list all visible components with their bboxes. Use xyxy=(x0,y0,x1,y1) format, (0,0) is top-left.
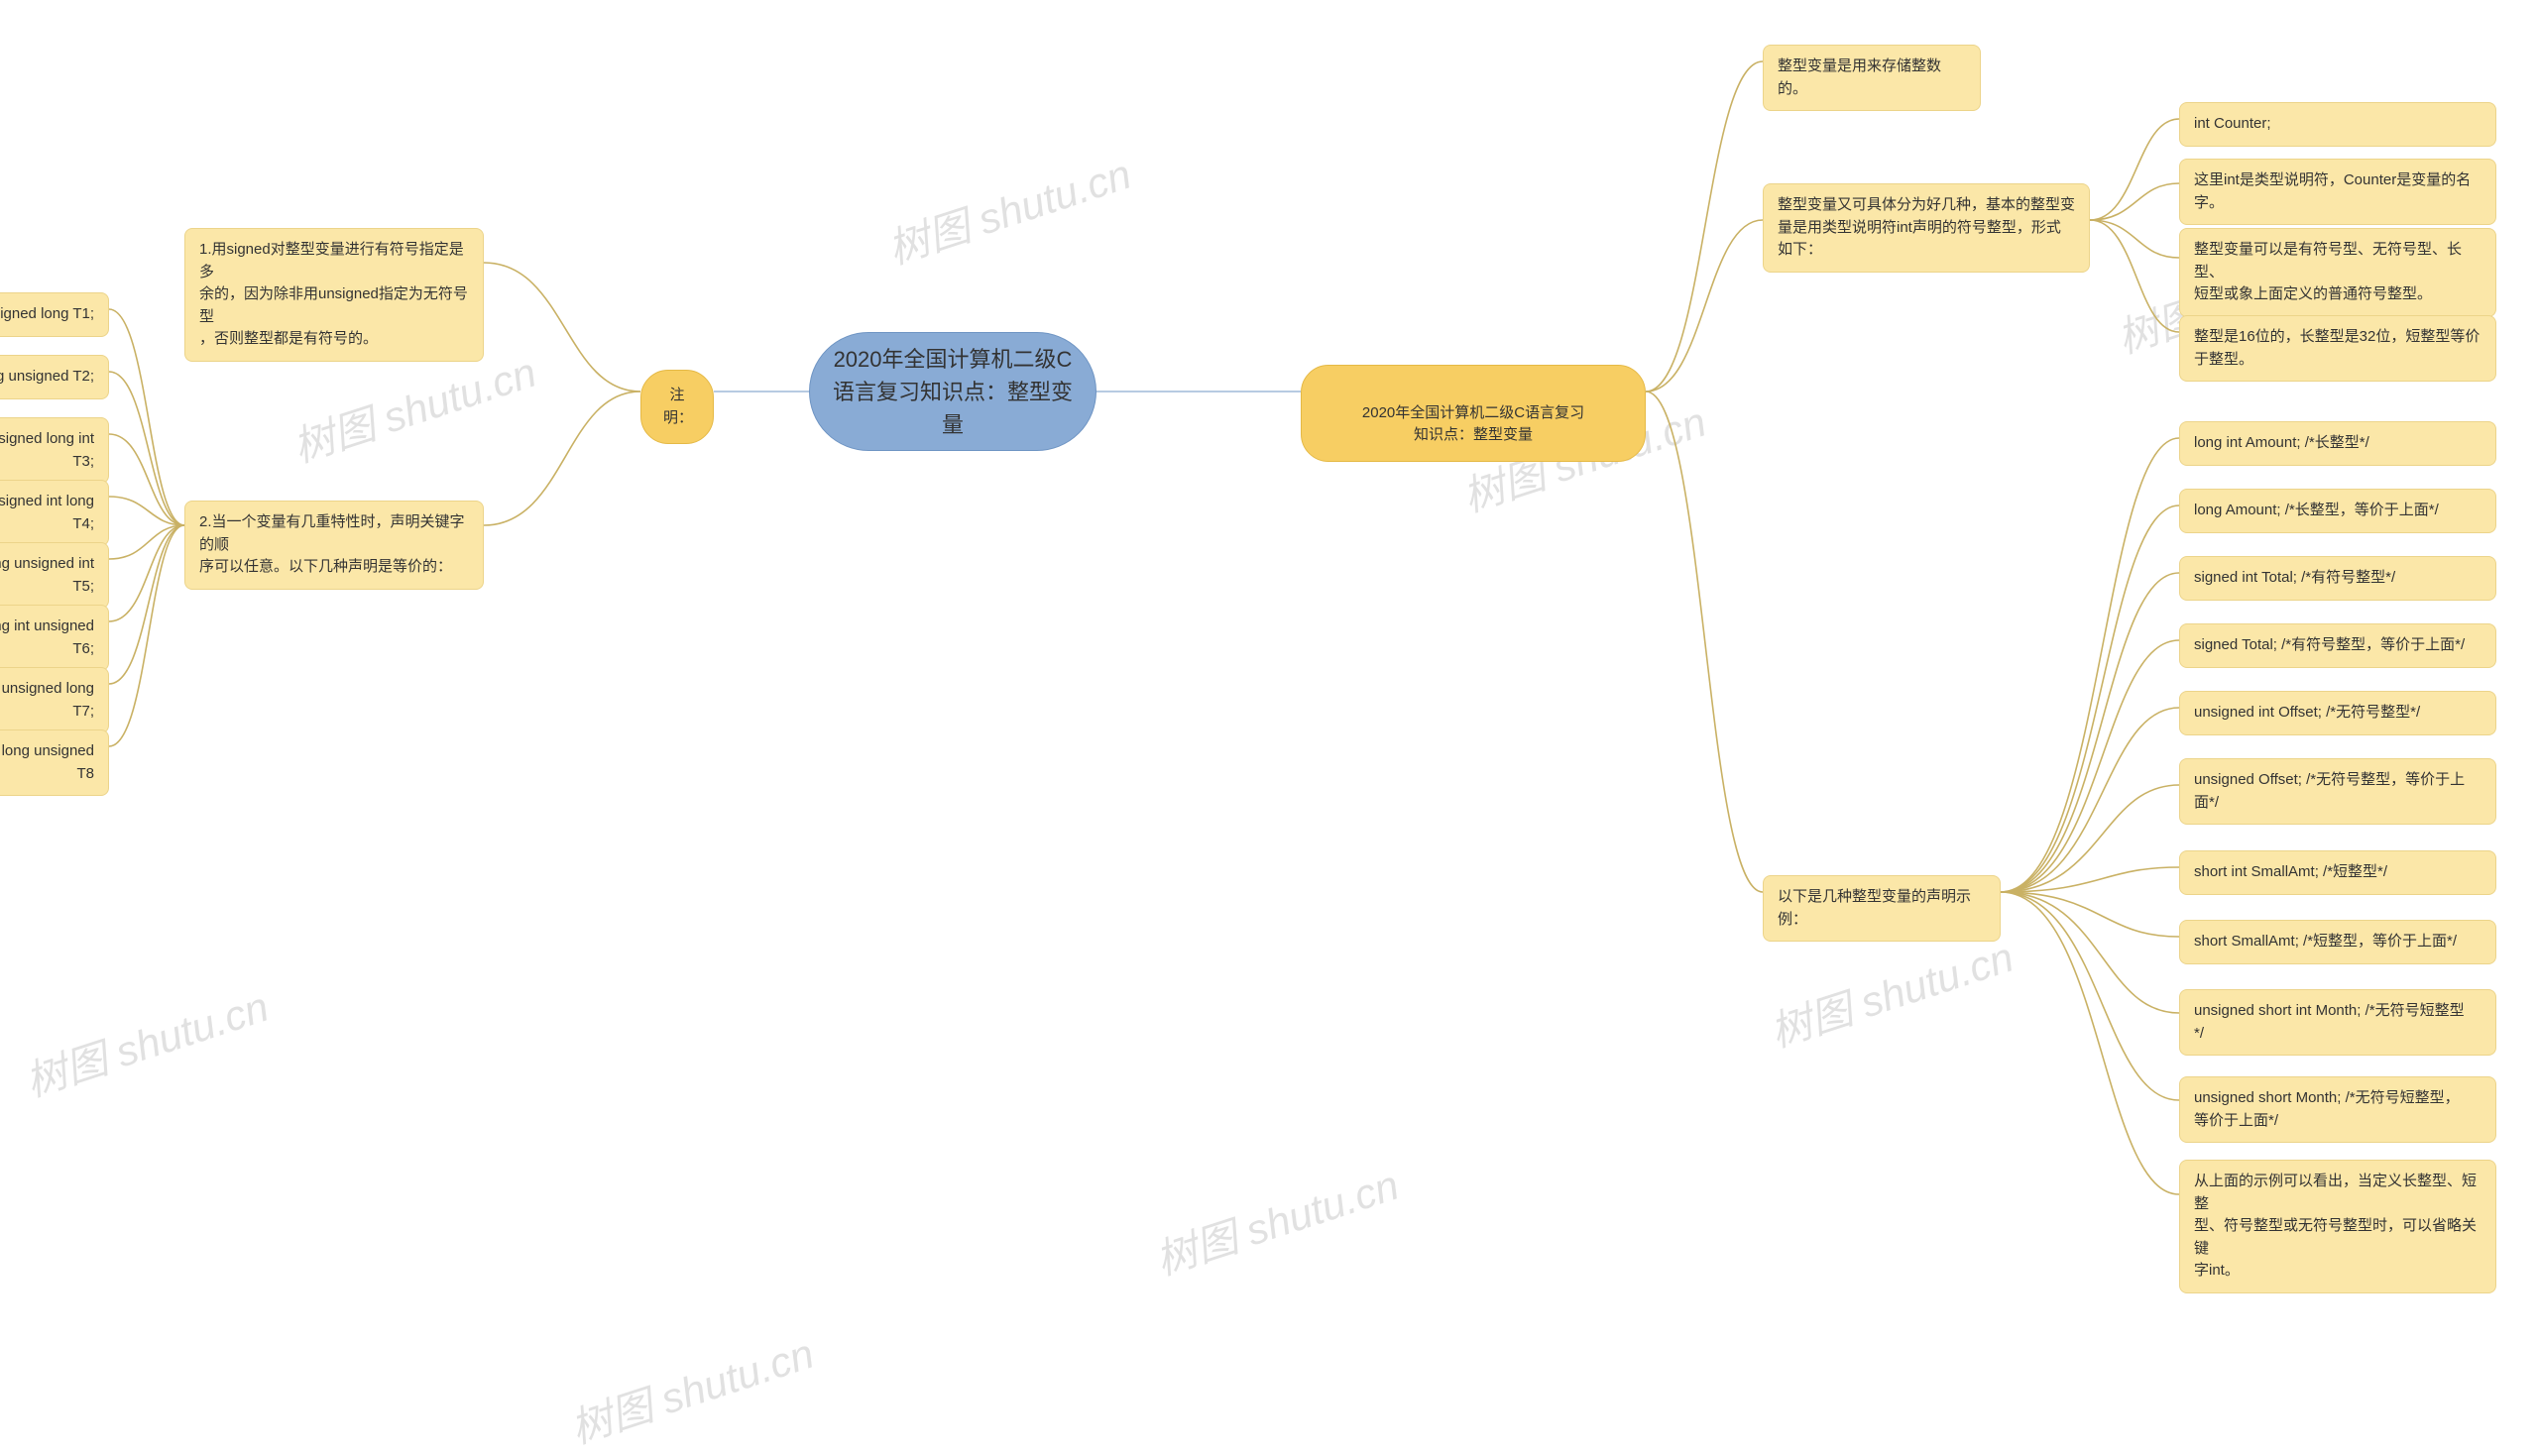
right-group-3[interactable]: 以下是几种整型变量的声明示例： xyxy=(1763,875,2001,942)
right-group3-child[interactable]: signed Total; /*有符号整型，等价于上面*/ xyxy=(2179,623,2496,668)
right-branch-label: 2020年全国计算机二级C语言复习 知识点：整型变量 xyxy=(1362,404,1584,444)
connector-layer xyxy=(0,0,2538,1443)
watermark: 树图 shutu.cn xyxy=(17,973,276,1109)
left-declaration[interactable]: long unsigned T2; xyxy=(0,355,109,399)
right-group3-child[interactable]: unsigned short Month; /*无符号短整型， 等价于上面*/ xyxy=(2179,1076,2496,1143)
root-label: 2020年全国计算机二级C 语言复习知识点：整型变 量 xyxy=(833,343,1073,441)
right-group3-child[interactable]: unsigned short int Month; /*无符号短整型 */ xyxy=(2179,989,2496,1056)
left-declaration[interactable]: unsigned int long T4; xyxy=(0,480,109,546)
right-group3-child[interactable]: long Amount; /*长整型，等价于上面*/ xyxy=(2179,489,2496,533)
right-group-2[interactable]: 整型变量又可具体分为好几种，基本的整型变 量是用类型说明符int声明的符号整型，… xyxy=(1763,183,2090,273)
right-group2-child[interactable]: int Counter; xyxy=(2179,102,2496,147)
root-node[interactable]: 2020年全国计算机二级C 语言复习知识点：整型变 量 xyxy=(809,332,1096,451)
right-group3-child[interactable]: short SmallAmt; /*短整型，等价于上面*/ xyxy=(2179,920,2496,964)
left-note-1[interactable]: 1.用signed对整型变量进行有符号指定是多 余的，因为除非用unsigned… xyxy=(184,228,484,362)
right-group2-child[interactable]: 整型变量可以是有符号型、无符号型、长型、 短型或象上面定义的普通符号整型。 xyxy=(2179,228,2496,317)
right-group2-child[interactable]: 这里int是类型说明符，Counter是变量的名 字。 xyxy=(2179,159,2496,225)
left-declaration[interactable]: int unsigned long T7; xyxy=(0,667,109,733)
left-declaration[interactable]: unsigned long int T3; xyxy=(0,417,109,484)
right-group3-child[interactable]: unsigned Offset; /*无符号整型，等价于上 面*/ xyxy=(2179,758,2496,825)
watermark: 树图 shutu.cn xyxy=(562,1320,821,1456)
left-declaration[interactable]: unsigned long T1; xyxy=(0,292,109,337)
right-branch[interactable]: 2020年全国计算机二级C语言复习 知识点：整型变量 xyxy=(1301,365,1646,462)
watermark: 树图 shutu.cn xyxy=(879,141,1138,277)
left-branch-label: 注明： xyxy=(663,387,693,426)
right-group3-child[interactable]: short int SmallAmt; /*短整型*/ xyxy=(2179,850,2496,895)
left-declaration[interactable]: long unsigned int T5; xyxy=(0,542,109,609)
right-group3-child[interactable]: unsigned int Offset; /*无符号整型*/ xyxy=(2179,691,2496,735)
right-group3-child[interactable]: long int Amount; /*长整型*/ xyxy=(2179,421,2496,466)
watermark: 树图 shutu.cn xyxy=(1762,924,2020,1060)
left-branch[interactable]: 注明： xyxy=(640,370,714,444)
watermark: 树图 shutu.cn xyxy=(1147,1152,1406,1288)
left-note-2[interactable]: 2.当一个变量有几重特性时，声明关键字的顺 序可以任意。以下几种声明是等价的： xyxy=(184,501,484,590)
right-group3-child[interactable]: 从上面的示例可以看出，当定义长整型、短整 型、符号整型或无符号整型时，可以省略关… xyxy=(2179,1160,2496,1293)
left-declaration[interactable]: long int unsigned T6; xyxy=(0,605,109,671)
right-group-1[interactable]: 整型变量是用来存储整数的。 xyxy=(1763,45,1981,111)
right-group3-child[interactable]: signed int Total; /*有符号整型*/ xyxy=(2179,556,2496,601)
right-group2-child[interactable]: 整型是16位的，长整型是32位，短整型等价 于整型。 xyxy=(2179,315,2496,382)
left-declaration[interactable]: int long unsigned T8 xyxy=(0,729,109,796)
